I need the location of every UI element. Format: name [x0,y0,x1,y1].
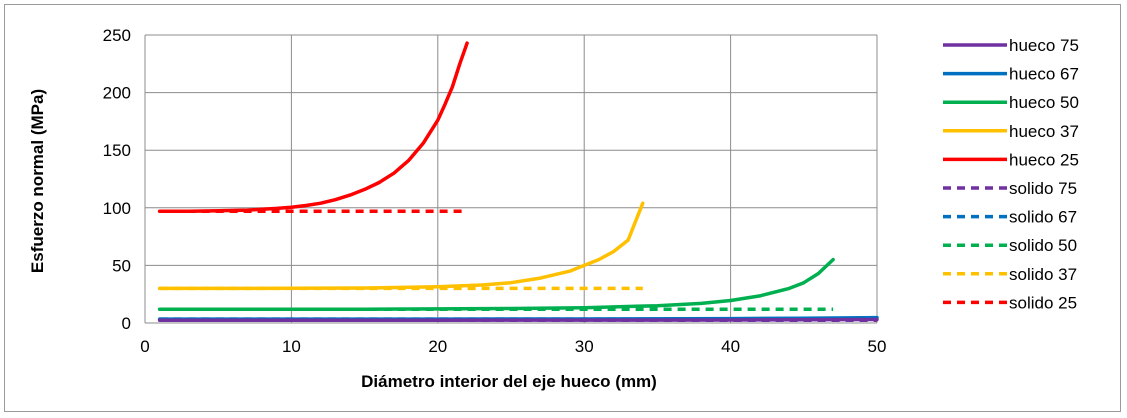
x-tick-label: 10 [282,337,301,356]
x-tick-labels: 0 10 20 30 40 50 [140,337,886,356]
legend-label: hueco 50 [1009,93,1079,112]
x-tick-label: 50 [868,337,887,356]
x-tick-label: 20 [428,337,447,356]
legend-label: solido 67 [1009,208,1077,227]
chart-svg: 0 50 100 150 200 250 0 10 20 30 40 50 Diámetro int… [28,26,1079,391]
series-line-hueco-50 [157,257,835,311]
legend: hueco 75 hueco 67 hueco 50 hueco 37 hueco 25… [943,36,1079,312]
gridlines [144,34,878,324]
series-lines [157,41,879,322]
legend-label: hueco 25 [1009,150,1079,169]
legend-label: solido 37 [1009,265,1077,284]
y-tick-label: 50 [112,256,131,275]
x-tick-label: 30 [575,337,594,356]
y-tick-labels: 0 50 100 150 200 250 [103,26,131,333]
legend-label: hueco 75 [1009,36,1079,55]
y-tick-label: 100 [103,199,131,218]
chart-frame: 0 50 100 150 200 250 0 10 20 30 40 50 Diámetro int… [4,4,1121,412]
x-tick-label: 40 [721,337,740,356]
legend-label: hueco 67 [1009,65,1079,84]
legend-label: solido 25 [1009,293,1077,312]
y-tick-label: 0 [122,314,131,333]
legend-label: solido 75 [1009,179,1077,198]
y-axis-title: Esfuerzo normal (MPa) [28,89,47,273]
y-tick-label: 250 [103,26,131,45]
series-line-hueco-37 [157,201,645,291]
y-tick-label: 150 [103,141,131,160]
y-tick-label: 200 [103,84,131,103]
x-tick-label: 0 [140,337,149,356]
legend-label: hueco 37 [1009,122,1079,141]
series-line-hueco-75 [157,317,879,322]
series-line-hueco-25 [157,41,469,214]
x-axis-title: Diámetro interior del eje hueco (mm) [361,372,657,391]
legend-label: solido 50 [1009,236,1077,255]
